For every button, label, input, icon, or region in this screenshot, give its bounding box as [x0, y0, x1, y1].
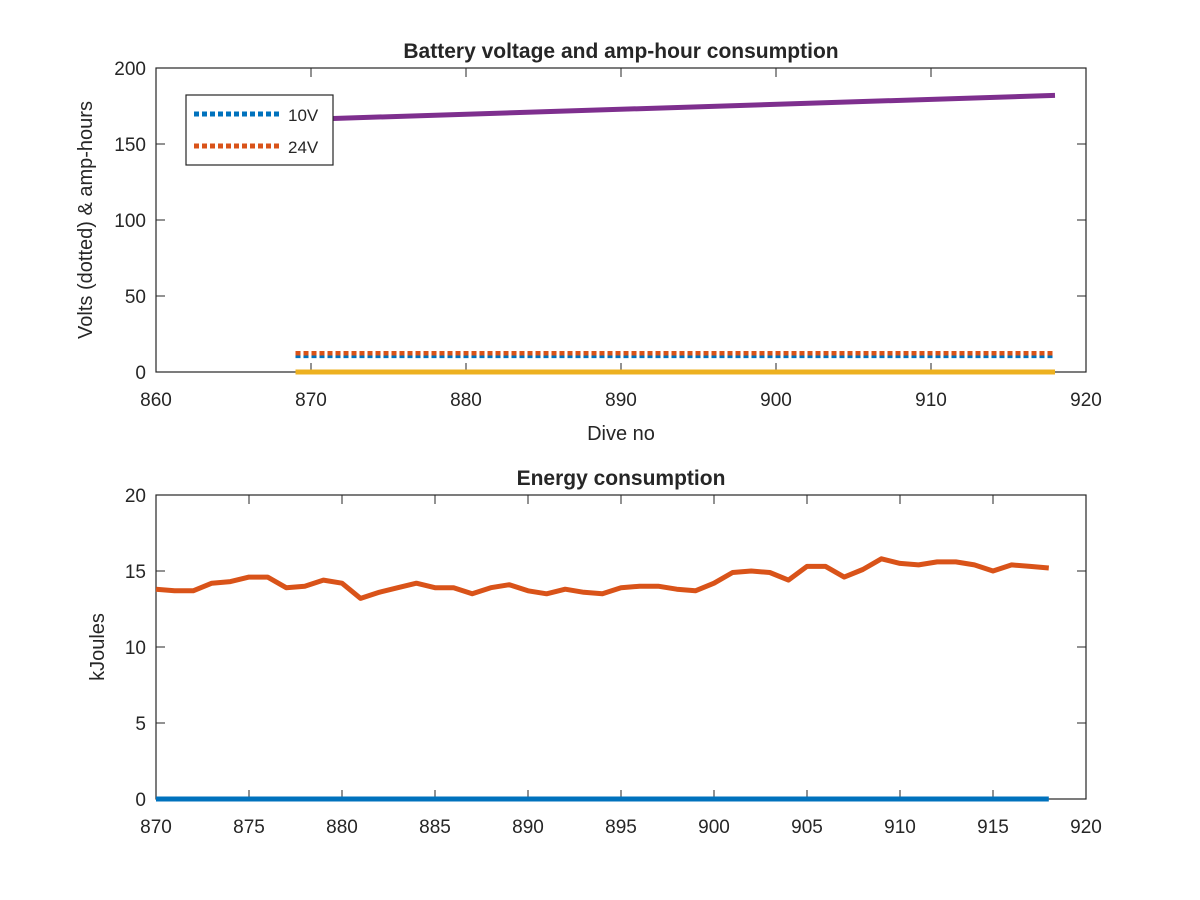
bottom-y-tick-label: 20 — [125, 486, 146, 507]
top-x-tick-label: 910 — [915, 390, 947, 411]
bottom-x-tick-label: 885 — [419, 817, 451, 838]
top-x-tick-label: 890 — [605, 390, 637, 411]
bottom-x-tick-label: 880 — [326, 817, 358, 838]
bottom-x-tick-label: 915 — [977, 817, 1009, 838]
top-x-tick-label: 860 — [140, 390, 172, 411]
bottom-y-tick-label: 15 — [125, 562, 146, 583]
top-y-axis-label: Volts (dotted) & amp-hours — [75, 101, 97, 339]
top-series-line-4 — [295, 92, 1056, 123]
bottom-x-tick-label: 875 — [233, 817, 265, 838]
top-axes: 860 870 880 890 900 910 920 0 50 100 150 200 Batter… — [75, 40, 1102, 445]
bottom-x-tick-label: 900 — [698, 817, 730, 838]
legend-label-10v: 10V — [288, 106, 319, 125]
top-x-tick-label: 920 — [1070, 390, 1102, 411]
top-y-tick-label: 0 — [135, 363, 146, 384]
top-x-axis-label: Dive no — [587, 423, 655, 445]
top-y-tick-label: 100 — [114, 211, 146, 232]
top-chart-title: Battery voltage and amp-hour consumption — [403, 40, 838, 63]
bottom-y-tick-label: 5 — [135, 714, 146, 735]
top-x-tick-label: 870 — [295, 390, 327, 411]
bottom-x-tick-label: 890 — [512, 817, 544, 838]
bottom-x-tick-label: 895 — [605, 817, 637, 838]
bottom-chart-title: Energy consumption — [517, 467, 726, 490]
bottom-y-tick-label: 0 — [135, 790, 146, 811]
bottom-y-tick-label: 10 — [125, 638, 146, 659]
top-y-tick-label: 150 — [114, 135, 146, 156]
legend: 10V 24V — [185, 94, 334, 166]
bottom-x-tick-label: 910 — [884, 817, 916, 838]
top-x-tick-label: 900 — [760, 390, 792, 411]
bottom-x-tick-label: 905 — [791, 817, 823, 838]
bottom-series-line-1 — [155, 556, 1050, 601]
top-y-tick-label: 200 — [114, 59, 146, 80]
bottom-x-tick-label: 870 — [140, 817, 172, 838]
bottom-y-axis-label: kJoules — [87, 613, 109, 681]
bottom-x-tick-label: 920 — [1070, 817, 1102, 838]
legend-box — [185, 94, 334, 166]
bottom-axes: 870 875 880 885 890 895 900 905 910 915 920 0 5 10 15 2… — [87, 467, 1102, 838]
top-y-tick-label: 50 — [125, 287, 146, 308]
legend-label-24v: 24V — [288, 138, 319, 157]
bottom-plot-area — [155, 494, 1087, 800]
top-x-tick-label: 880 — [450, 390, 482, 411]
